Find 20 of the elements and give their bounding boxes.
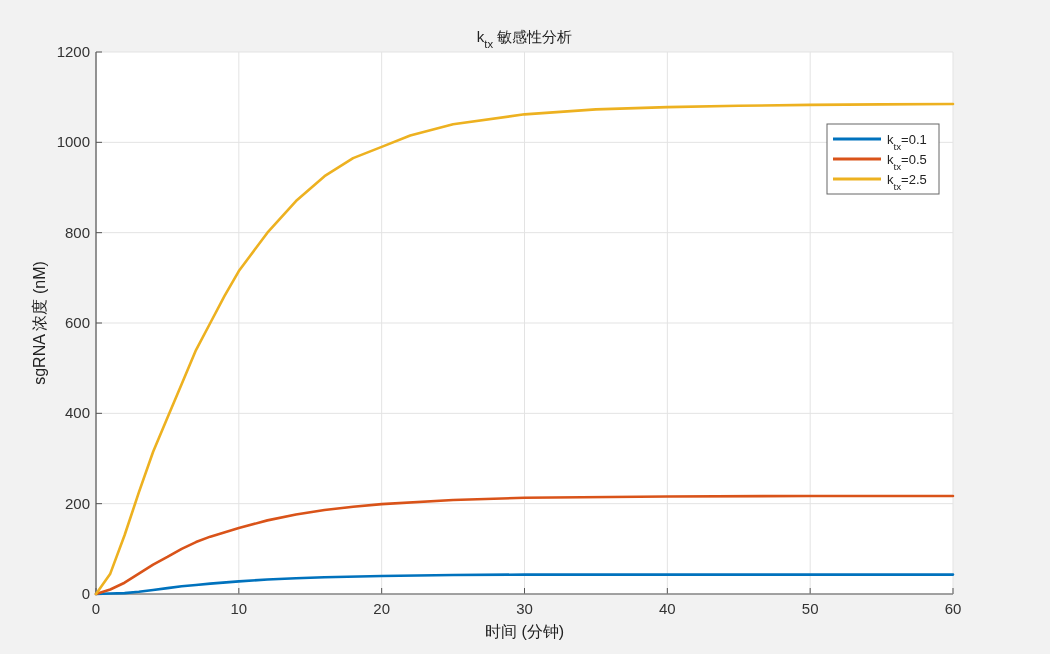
y-tick-label: 400 bbox=[64, 404, 90, 422]
x-tick-label: 60 bbox=[944, 600, 962, 617]
x-tick-label: 0 bbox=[91, 600, 101, 617]
y-tick-label: 800 bbox=[64, 223, 90, 241]
y-tick-label: 0 bbox=[81, 585, 90, 602]
x-tick-label: 50 bbox=[801, 600, 819, 617]
legend-label: k$_{tx}$=0.5 bbox=[887, 152, 927, 172]
y-tick-label: 600 bbox=[64, 314, 90, 331]
x-axis-title: 时间 (分钟) bbox=[484, 623, 565, 640]
x-tick-label: 40 bbox=[658, 600, 676, 617]
y-tick-label: 200 bbox=[64, 494, 90, 512]
y-tick-label: 1200 bbox=[56, 43, 90, 60]
chart-title: k$_{tx}$ 敏感性分析 bbox=[476, 28, 573, 50]
x-tick-label: 20 bbox=[373, 600, 391, 617]
legend-label: k$_{tx}$=0.1 bbox=[887, 132, 927, 152]
x-tick-label: 30 bbox=[516, 600, 533, 617]
y-tick-label: 1000 bbox=[56, 133, 90, 151]
x-tick-label: 10 bbox=[230, 600, 248, 617]
legend-label: k$_{tx}$=2.5 bbox=[887, 172, 927, 192]
y-axis-title: sgRNA 浓度 (nM) bbox=[31, 261, 48, 385]
